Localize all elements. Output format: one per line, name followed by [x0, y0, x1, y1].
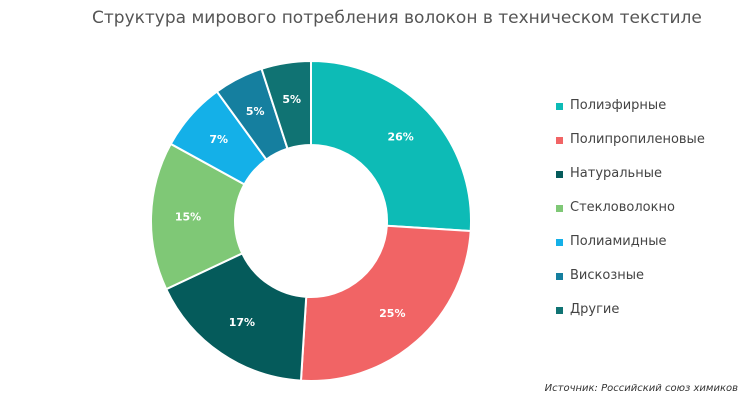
legend-item: Другие	[556, 302, 705, 336]
legend-swatch	[556, 239, 563, 246]
legend-label: Другие	[570, 302, 620, 317]
donut-slice	[310, 59, 472, 233]
donut-slice	[260, 59, 312, 150]
legend-label: Полиамидные	[570, 234, 667, 249]
legend-label: Полиэфирные	[570, 98, 667, 113]
slice-data-label: 15%	[175, 211, 201, 224]
legend-swatch	[556, 137, 563, 144]
legend-item: Вискозные	[556, 268, 705, 302]
slice-data-label: 26%	[387, 130, 413, 143]
legend-item: Полипропиленовые	[556, 132, 705, 166]
slice-data-label: 5%	[246, 105, 265, 118]
slice-data-label: 25%	[379, 307, 405, 320]
legend-label: Полипропиленовые	[570, 132, 705, 147]
legend-swatch	[556, 103, 563, 110]
legend-item: Полиэфирные	[556, 98, 705, 132]
legend-label: Натуральные	[570, 166, 662, 181]
chart-legend: Полиэфирные Полипропиленовые Натуральные Ст…	[556, 98, 705, 336]
slice-data-label: 17%	[229, 316, 255, 329]
source-note: Источник: Российский союз химиков	[544, 383, 738, 394]
slice-data-label: 7%	[209, 133, 228, 146]
legend-item: Натуральные	[556, 166, 705, 200]
legend-swatch	[556, 273, 563, 280]
donut-slice	[164, 252, 308, 382]
legend-label: Вискозные	[570, 268, 644, 283]
legend-label: Стекловолокно	[570, 200, 675, 215]
chart-title: Структура мирового потребления волокон в…	[92, 8, 702, 28]
donut-slice	[150, 142, 246, 291]
slice-data-label: 5%	[282, 93, 301, 106]
legend-swatch	[556, 205, 563, 212]
legend-item: Полиамидные	[556, 234, 705, 268]
legend-swatch	[556, 171, 563, 178]
legend-item: Стекловолокно	[556, 200, 705, 234]
donut-slice	[299, 224, 472, 382]
legend-swatch	[556, 307, 563, 314]
